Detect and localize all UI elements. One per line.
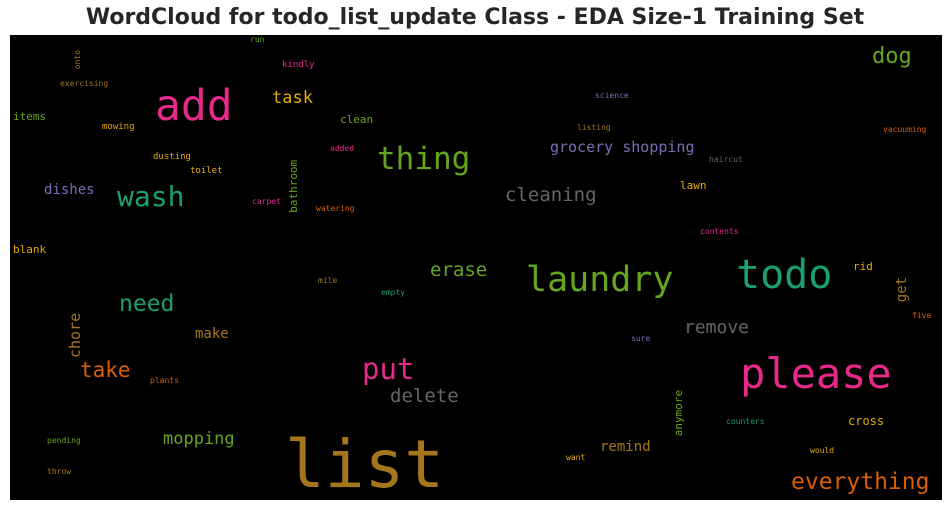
word-please: please bbox=[740, 349, 892, 398]
word-delete: delete bbox=[390, 385, 459, 407]
word-everything: everything bbox=[791, 469, 930, 495]
word-listing: listing bbox=[577, 123, 611, 132]
word-make: make bbox=[195, 326, 229, 342]
word-cleaning: cleaning bbox=[505, 184, 597, 206]
word-carpet: carpet bbox=[252, 197, 281, 206]
word-remind: remind bbox=[600, 439, 651, 455]
word-would: would bbox=[810, 446, 835, 455]
word-get: get bbox=[894, 276, 910, 303]
word-wash: wash bbox=[117, 180, 185, 213]
word-rid: rid bbox=[853, 260, 873, 273]
word-take: take bbox=[80, 358, 131, 382]
word-need: need bbox=[119, 291, 175, 317]
word-run: run bbox=[250, 35, 265, 44]
word-empty: empty bbox=[381, 288, 406, 297]
word-clean: clean bbox=[340, 113, 374, 126]
word-items: items bbox=[13, 110, 47, 123]
word-sure: sure bbox=[631, 334, 651, 343]
word-want: want bbox=[566, 453, 586, 462]
word-counters: counters bbox=[726, 417, 765, 426]
word-cloud-canvas: list please todo laundry add thing put wash ever… bbox=[10, 35, 942, 500]
word-laundry: laundry bbox=[526, 260, 674, 300]
word-kindly: kindly bbox=[282, 60, 315, 70]
word-thing: thing bbox=[377, 141, 471, 177]
word-added: added bbox=[330, 144, 355, 153]
word-exercising: exercising bbox=[60, 79, 109, 88]
word-chore: chore bbox=[66, 312, 84, 358]
word-plants: plants bbox=[150, 376, 179, 385]
word-lawn: lawn bbox=[680, 179, 707, 192]
word-toilet: toilet bbox=[190, 166, 223, 176]
word-dog: dog bbox=[872, 44, 912, 69]
word-dishes: dishes bbox=[44, 182, 95, 198]
word-task: task bbox=[272, 88, 313, 108]
word-watering: watering bbox=[316, 204, 355, 213]
word-bathroom: bathroom bbox=[287, 159, 300, 213]
word-anymore: anymore bbox=[672, 389, 685, 437]
word-five: five bbox=[912, 311, 932, 320]
word-vacuuming: vacuuming bbox=[883, 125, 927, 134]
word-science: science bbox=[595, 91, 629, 100]
word-put: put bbox=[362, 352, 415, 386]
word-pending: pending bbox=[47, 436, 81, 445]
word-list: list bbox=[285, 426, 444, 503]
word-throw: throw bbox=[47, 467, 72, 476]
word-haircut: haircut bbox=[709, 155, 743, 164]
word-cross: cross bbox=[848, 414, 885, 428]
word-add: add bbox=[155, 81, 233, 131]
word-blank: blank bbox=[13, 243, 47, 256]
word-remove: remove bbox=[684, 317, 750, 338]
word-mopping: mopping bbox=[163, 429, 235, 449]
word-contents: contents bbox=[700, 227, 739, 236]
word-todo: todo bbox=[736, 252, 833, 298]
word-mowing: mowing bbox=[102, 122, 135, 132]
chart-title: WordCloud for todo_list_update Class - E… bbox=[85, 5, 865, 30]
word-grocery-shopping: grocery shopping bbox=[550, 138, 695, 156]
word-onto: onto bbox=[73, 49, 82, 70]
word-erase: erase bbox=[430, 259, 488, 281]
word-dusting: dusting bbox=[153, 152, 191, 162]
word-mile: mile bbox=[318, 276, 338, 285]
